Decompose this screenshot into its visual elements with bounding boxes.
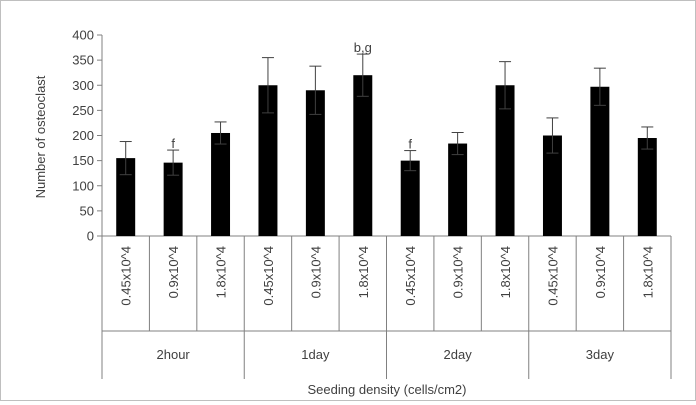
- group-label: 1day: [301, 347, 330, 362]
- y-tick-label: 400: [72, 28, 94, 43]
- y-tick-label: 200: [72, 128, 94, 143]
- category-label: 1.8x10^4: [640, 246, 655, 298]
- y-tick-label: 300: [72, 78, 94, 93]
- bar: [637, 138, 657, 236]
- y-tick-label: 350: [72, 53, 94, 68]
- group-label: 2day: [444, 347, 473, 362]
- y-tick-label: 250: [72, 103, 94, 118]
- category-label: 0.45x10^4: [119, 246, 134, 306]
- bar: [495, 85, 515, 236]
- bar: [448, 143, 468, 236]
- category-label: 0.9x10^4: [451, 246, 466, 298]
- axes: [101, 35, 672, 379]
- bar: [590, 86, 610, 236]
- y-tick-label: 150: [72, 153, 94, 168]
- bar: [258, 85, 278, 236]
- y-tick-label: 50: [80, 203, 94, 218]
- category-label: 1.8x10^4: [214, 246, 229, 298]
- group-label: 2hour: [157, 347, 191, 362]
- category-label: 0.45x10^4: [261, 246, 276, 306]
- y-axis-title: Number of osteoclast: [33, 75, 48, 198]
- annotation-label: b,g: [354, 40, 372, 55]
- category-label: 0.9x10^4: [166, 246, 181, 298]
- annotation-label: f: [408, 137, 412, 152]
- bar: [542, 135, 562, 236]
- category-label: 1.8x10^4: [356, 246, 371, 298]
- category-label: 0.9x10^4: [593, 246, 608, 298]
- annotations: f b,g f: [171, 40, 412, 151]
- category-label: 0.9x10^4: [308, 246, 323, 298]
- bar: [400, 160, 420, 236]
- bar: [116, 158, 136, 236]
- y-tick-label: 100: [72, 178, 94, 193]
- bars: [116, 75, 657, 237]
- category-label: 0.45x10^4: [545, 246, 560, 306]
- bar: [211, 132, 231, 236]
- bar: [353, 75, 373, 236]
- group-label: 3day: [586, 347, 615, 362]
- bar: [305, 90, 325, 237]
- y-tick-label: 0: [87, 229, 94, 244]
- category-label: 1.8x10^4: [498, 246, 513, 298]
- error-bars: [119, 53, 654, 176]
- bar: [163, 162, 183, 236]
- x-axis-title: Seeding density (cells/cm2): [308, 382, 467, 397]
- y-axis-ticks: 0 50 100 150 200 250 300 350 400: [72, 28, 102, 244]
- category-label: 0.45x10^4: [403, 246, 418, 306]
- x-axis-labels: 0.45x10^4 0.9x10^4 1.8x10^4 0.45x10^4 0.9x10…: [119, 246, 656, 362]
- annotation-label: f: [171, 136, 175, 151]
